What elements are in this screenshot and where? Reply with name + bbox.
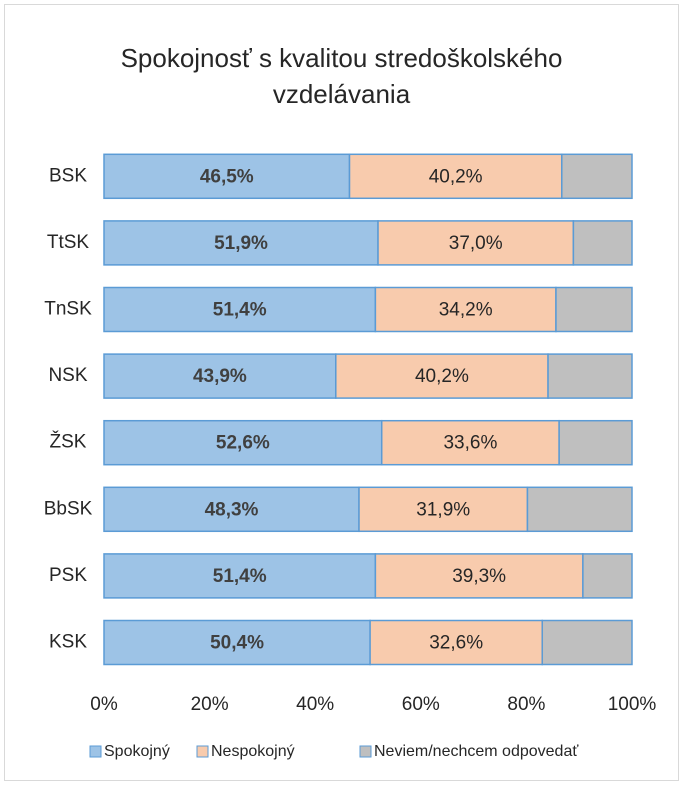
bar-segment [572,220,633,266]
data-label: 51,4% [213,300,267,321]
bar-segment [374,286,557,333]
bar-segment [103,286,377,333]
y-tick-label: TtSK [47,232,90,253]
bar-segment [547,353,633,399]
bar-segment [561,153,633,200]
bar-segment [103,419,383,466]
data-label: 51,9% [214,233,268,254]
bar-segment [541,619,633,666]
data-label: 31,9% [416,499,470,520]
bar-segment [103,353,337,399]
data-label: 39,3% [452,566,506,587]
legend-label: Spokojný [104,743,170,760]
bar-segment [358,486,529,533]
legend-swatch [196,745,209,758]
y-tick-label: KSK [49,632,87,653]
bar-segment [103,153,351,200]
y-tick-label: ŽSK [50,431,87,453]
bar-segment [582,553,633,599]
data-label: 33,6% [443,433,497,454]
data-label: 52,6% [216,433,270,454]
bar-segment [103,553,377,599]
data-label: 43,9% [193,366,247,387]
bar-segment [377,220,575,266]
y-tick-label: BSK [49,165,87,186]
data-label: 32,6% [429,633,483,654]
data-label: 40,2% [429,166,483,187]
y-tick-label: NSK [48,365,87,386]
legend-label: Neviem/nechcem odpovedať [374,743,579,760]
bar-segment [369,619,543,666]
data-label: 34,2% [439,300,493,321]
bar-segment [558,419,633,466]
x-tick-label: 100% [608,694,657,715]
legend-swatch [359,745,372,758]
y-tick-label: PSK [49,565,87,586]
x-tick-label: 80% [507,694,545,715]
bar-segment [555,286,633,333]
bar-segment [335,353,549,399]
bar-segment [103,486,360,533]
bar-segment [348,153,563,200]
legend-label: Nespokojný [211,743,295,760]
y-tick-label: BbSK [44,498,93,519]
data-label: 48,3% [205,499,259,520]
data-label: 50,4% [210,633,264,654]
bar-segment [103,619,371,666]
x-tick-label: 20% [191,694,229,715]
data-label: 46,5% [200,166,254,187]
chart-title: Spokojnosť s kvalitou stredoškolského vz… [120,43,563,109]
y-tick-label: TnSK [44,299,92,320]
data-label: 37,0% [449,233,503,254]
data-label: 51,4% [213,566,267,587]
bar-segment [526,486,633,533]
x-tick-label: 40% [296,694,334,715]
x-tick-label: 60% [402,694,440,715]
x-tick-label: 0% [90,694,118,715]
legend-swatch [89,745,102,758]
data-label: 40,2% [415,366,469,387]
